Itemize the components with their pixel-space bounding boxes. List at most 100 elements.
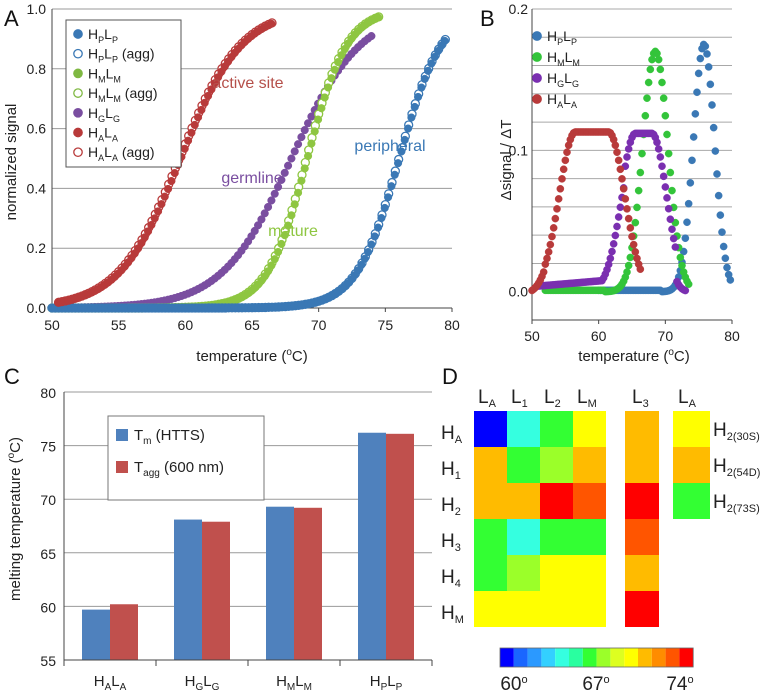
data-point-peripheral (397, 147, 406, 156)
data-point-peripheral (407, 113, 416, 122)
x-tick-label: 70 (311, 317, 327, 333)
data-point-HALA (558, 175, 566, 183)
data-point-HPLP (713, 170, 721, 178)
data-point-mature (300, 164, 309, 173)
heat-cell-side (673, 483, 710, 519)
colorbar-swatch (679, 648, 694, 667)
panel-c-category-labels: HALA HGLG HMLM HPLP (63, 660, 433, 693)
heat-cell (507, 591, 540, 627)
data-point-HMLM (684, 280, 693, 288)
legend-label: HPLP (547, 28, 577, 47)
data-point-HPLP (701, 42, 710, 51)
data-point-HALA (616, 165, 625, 174)
row-label: H2 (441, 495, 461, 518)
colorbar-swatch (500, 648, 514, 667)
panel-c-legend: Tm (HTTS) Tagg (600 nm) (107, 415, 265, 501)
x-tick-label: 60 (178, 317, 194, 333)
data-point-HMLM (646, 65, 655, 74)
legend-marker (532, 31, 542, 41)
data-point-HMLM (634, 186, 643, 195)
data-point-mature (294, 188, 303, 197)
category-label: HGLG (185, 673, 220, 693)
heat-cell (540, 483, 573, 519)
heat-cell (507, 411, 540, 447)
category-label: HALA (94, 673, 127, 693)
data-point-HGLG (624, 145, 633, 153)
data-point-mature (334, 58, 343, 67)
side-row-label: H2(30S) (713, 420, 760, 443)
data-point-HALA (539, 268, 548, 276)
data-point-HPLP (721, 254, 730, 263)
data-point-mature (297, 176, 306, 185)
legend-label: HMLM (agg) (88, 85, 158, 104)
data-point-HPLP (694, 69, 703, 78)
data-point-germline (300, 126, 309, 135)
data-point-HMLM (676, 253, 685, 262)
panel-a-x-axis-label: temperature (oC) (196, 347, 307, 365)
heat-cell (540, 411, 573, 447)
data-point-HGLG (616, 203, 625, 212)
panel-label-d: D (442, 364, 458, 389)
data-point-HGLG (666, 215, 675, 224)
data-point-active-site (150, 214, 159, 223)
panel-d: D HA H1 H2 H3 H4 HM LA L1 L2 LM L3 LA H2(30S) H2(54D)… (441, 364, 760, 695)
data-point-germline (367, 32, 376, 41)
data-point-active-site (204, 91, 213, 101)
data-point-active-site (144, 227, 153, 236)
data-point-peripheral (400, 135, 409, 144)
data-point-HMLM (666, 168, 675, 177)
y-tick-label: 80 (40, 385, 56, 401)
data-point-peripheral (360, 254, 369, 263)
heat-cell (573, 555, 606, 591)
data-point-HALA (556, 184, 565, 193)
y-tick-label: 0.8 (27, 61, 47, 77)
legend-marker (73, 147, 83, 158)
data-point-mature (304, 151, 313, 161)
side-row-label: H2(54D) (713, 456, 760, 479)
data-point-HMLM (631, 218, 640, 227)
panel-a-data-points (47, 12, 450, 313)
x-tick-label: 50 (524, 328, 540, 344)
panel-c: C 55 60 65 70 75 80 HALA HGLG HMLM HPLP melting … (4, 364, 433, 693)
legend-label: HMLM (88, 65, 121, 84)
legend-marker (73, 29, 83, 39)
data-point-peripheral (377, 214, 386, 223)
y-tick-label: 75 (40, 439, 56, 455)
heat-cell (573, 411, 606, 447)
heat-cell-side (673, 447, 710, 483)
panel-label-a: A (4, 6, 19, 31)
annotation-mature: mature (268, 223, 318, 240)
data-point-germline (267, 196, 276, 205)
data-point-HGLG (659, 172, 668, 181)
heat-cell (573, 519, 606, 555)
panel-b-x-ticks: 50 60 70 80 (524, 320, 740, 344)
data-point-germline (257, 215, 266, 224)
legend-label: HALA (agg) (88, 144, 155, 163)
colorbar-swatch (624, 648, 638, 667)
category-label: HPLP (370, 673, 403, 693)
data-point-HPLP (683, 218, 691, 227)
data-point-active-site (197, 105, 206, 114)
colorbar-swatch (513, 648, 528, 667)
heat-cell-l3 (625, 447, 659, 483)
data-point-mature (274, 247, 283, 257)
data-point-HPLP (716, 211, 725, 219)
data-point-active-site (164, 184, 173, 193)
data-point-germline (270, 189, 279, 198)
data-point-germline (274, 182, 283, 191)
data-point-HPLP (709, 123, 718, 132)
heat-cell (540, 447, 573, 483)
panel-c-y-axis-label: melting temperature (oC) (6, 437, 24, 601)
colorbar-label: 60o (500, 674, 527, 695)
data-point-HALA (614, 156, 623, 165)
panel-c-y-ticks: 55 60 65 70 75 80 (40, 385, 56, 669)
heat-cell-l3 (625, 555, 659, 591)
data-point-active-site (190, 120, 199, 130)
colorbar-swatch (541, 648, 556, 667)
data-point-peripheral (410, 102, 419, 112)
data-point-mature (277, 239, 286, 249)
column-label: L1 (511, 387, 528, 410)
data-point-peripheral (427, 59, 436, 68)
y-tick-label: 0.1 (509, 142, 529, 158)
data-point-HALA (559, 165, 568, 174)
